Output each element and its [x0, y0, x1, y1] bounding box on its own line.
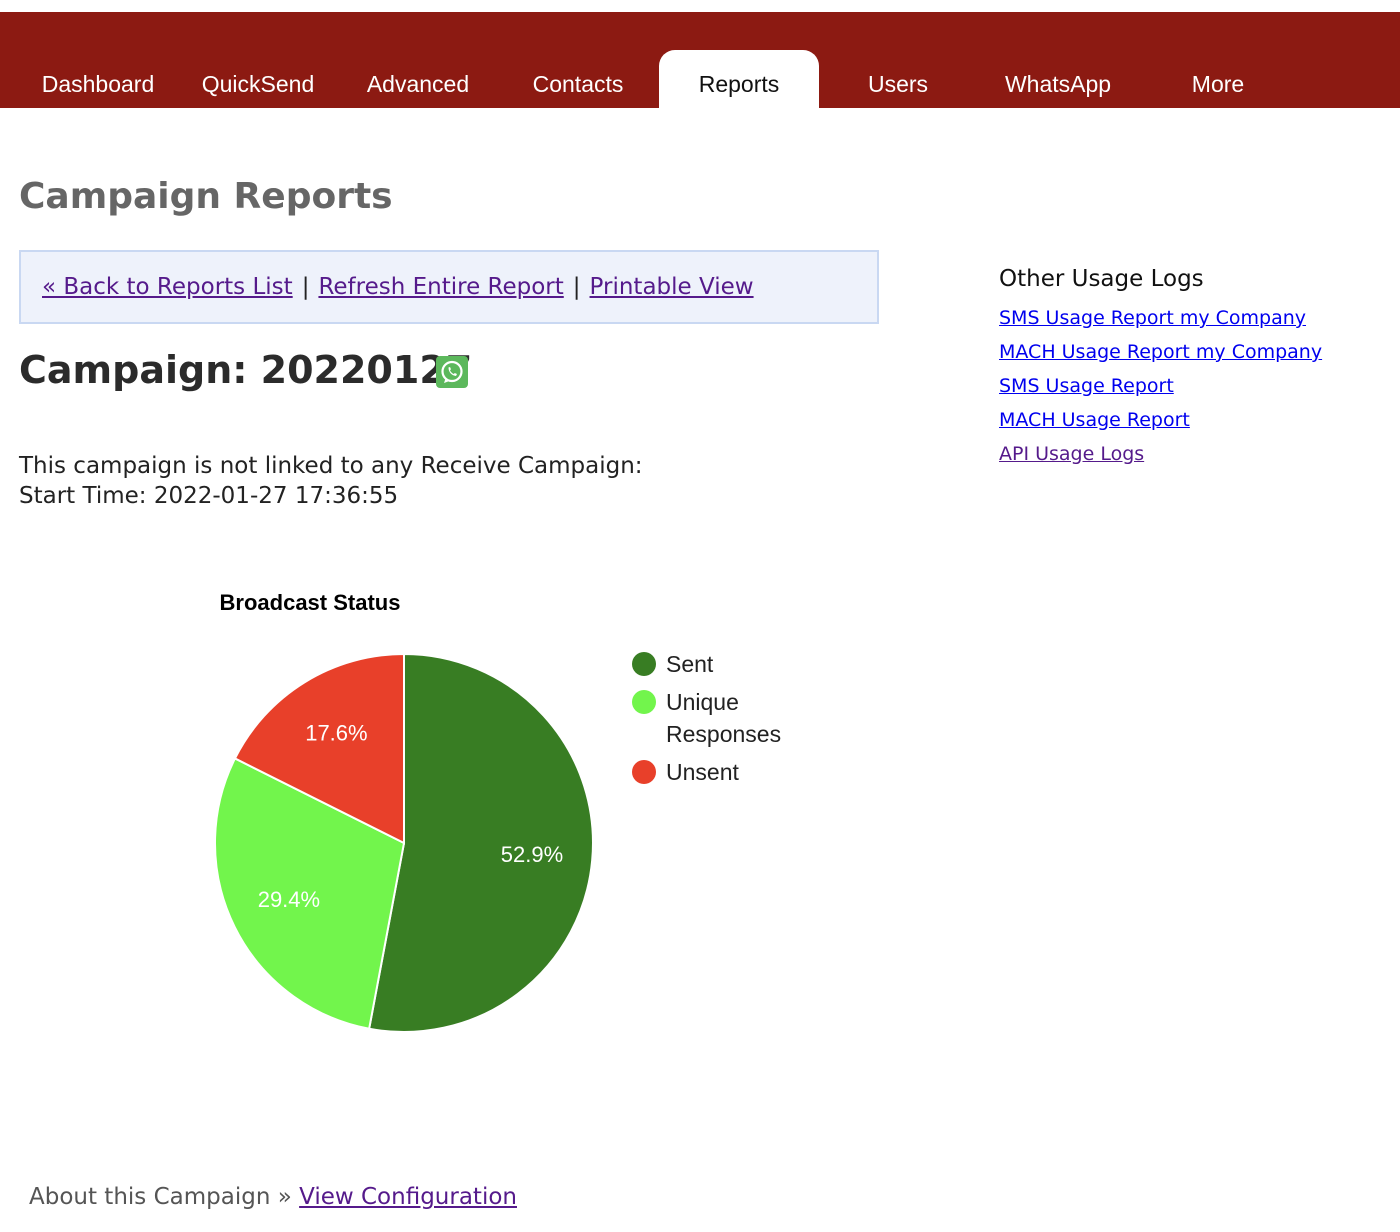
tab-whatsapp[interactable]: WhatsApp: [1004, 70, 1112, 97]
mach-usage-company-link[interactable]: MACH Usage Report my Company: [999, 341, 1323, 363]
slice-label: 29.4%: [258, 887, 320, 912]
legend-label[interactable]: Unsent: [666, 759, 739, 785]
slice-label: 52.9%: [501, 842, 563, 867]
start-time: Start Time: 2022-01-27 17:36:55: [19, 483, 399, 509]
tab-contacts[interactable]: Contacts: [532, 70, 624, 97]
usage-logs-sidebar: Other Usage Logs SMS Usage Report my Com…: [999, 266, 1322, 471]
printable-view-link[interactable]: Printable View: [589, 274, 754, 300]
tab-quicksend[interactable]: QuickSend: [201, 70, 315, 97]
api-usage-logs-link[interactable]: API Usage Logs: [999, 443, 1145, 465]
slice-label: 17.6%: [305, 721, 367, 746]
pie-slice-unsent[interactable]: [233, 652, 405, 845]
report-links-box: « Back to Reports List | Refresh Entire …: [19, 250, 879, 324]
receive-campaign-status: This campaign is not linked to any Recei…: [19, 453, 643, 479]
tab-dashboard[interactable]: Dashboard: [41, 70, 155, 97]
campaign-footer: About this Campaign » View Configuration: [29, 1184, 517, 1210]
pie-slice-sent[interactable]: [367, 652, 594, 1033]
campaign-title: Campaign: 20220127: [19, 348, 473, 392]
page-title: Campaign Reports: [19, 176, 393, 217]
legend-label[interactable]: Sent: [666, 651, 714, 677]
tab-users[interactable]: Users: [867, 70, 929, 97]
sms-usage-link[interactable]: SMS Usage Report: [999, 375, 1174, 397]
legend-label[interactable]: Unique Responses: [666, 689, 781, 747]
legend-swatch: [632, 690, 656, 714]
tab-more[interactable]: More: [1191, 70, 1245, 97]
back-to-reports-link[interactable]: « Back to Reports List: [42, 274, 293, 300]
refresh-report-link[interactable]: Refresh Entire Report: [318, 274, 564, 300]
broadcast-status-chart: Broadcast Status 52.9% 29.4% 17.6% Sent Uni…: [214, 590, 781, 1033]
tab-advanced[interactable]: Advanced: [366, 70, 470, 97]
legend-swatch: [632, 760, 656, 784]
sidebar-heading: Other Usage Logs: [999, 266, 1204, 292]
view-configuration-link[interactable]: View Configuration: [299, 1184, 517, 1210]
sms-usage-company-link[interactable]: SMS Usage Report my Company: [999, 307, 1306, 329]
chart-title: Broadcast Status: [220, 590, 401, 615]
mach-usage-link[interactable]: MACH Usage Report: [999, 409, 1190, 431]
pie-slice-unique-responses[interactable]: [214, 757, 406, 1030]
campaign-info: This campaign is not linked to any Recei…: [19, 451, 643, 511]
whatsapp-icon: [436, 356, 468, 388]
link-separator: |: [301, 274, 310, 300]
link-separator: |: [572, 274, 581, 300]
tab-reports[interactable]: Reports: [659, 50, 819, 108]
legend-swatch: [632, 652, 656, 676]
footer-prefix: About this Campaign »: [29, 1184, 292, 1210]
